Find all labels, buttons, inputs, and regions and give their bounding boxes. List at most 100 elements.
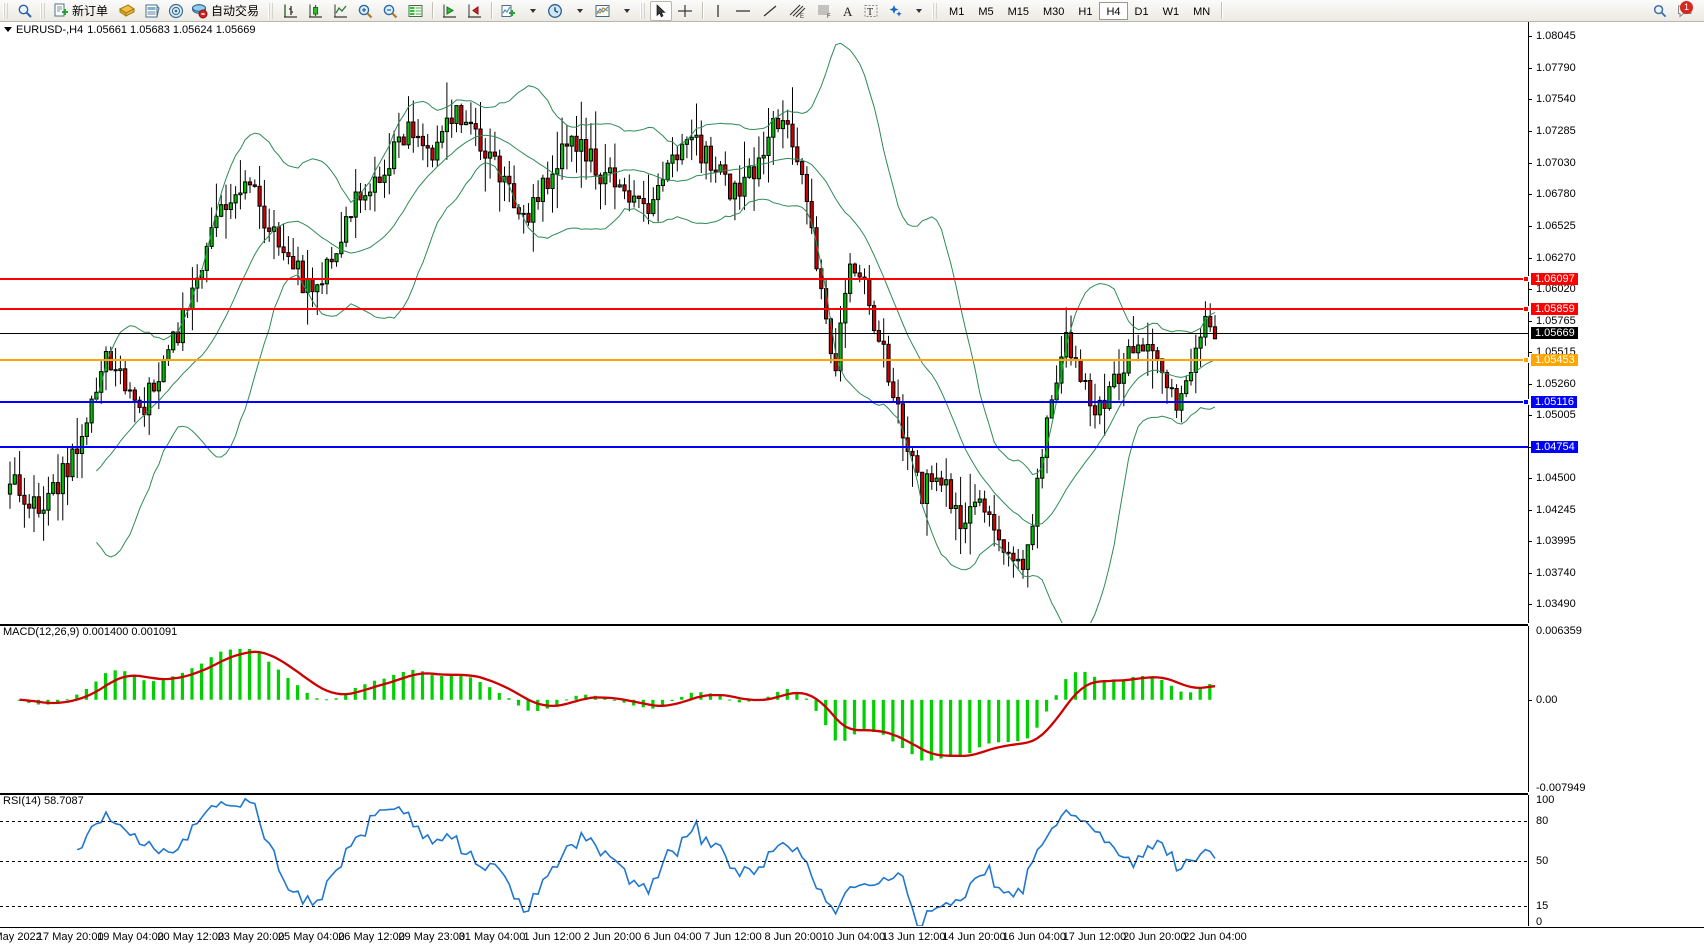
add-indicator-button[interactable] [496,1,521,21]
toolbar-grip-5[interactable] [932,2,940,19]
price-level-tag[interactable]: 1.05116 [1531,395,1577,408]
chart-canvas[interactable]: EURUSD-,H4 1.05661 1.05683 1.05624 1.056… [0,22,1704,947]
auto-scroll-button[interactable] [437,1,462,21]
main-toolbar: 新订单 自动交易 [0,0,1704,22]
equidistant-channel-tool-button[interactable]: E [783,1,811,21]
period-button[interactable] [543,1,568,21]
time-axis-label: 16 May 2022 [0,931,42,943]
price-axis[interactable] [1528,22,1704,925]
pane-separator-macd [0,624,1704,626]
price-level-tag[interactable]: 1.05669 [1531,326,1578,339]
price-tick-label: 1.04245 [1536,504,1576,517]
timeframe-h1[interactable]: H1 [1078,5,1093,18]
fibonacci-icon: F [818,5,831,19]
price-level-line[interactable] [0,358,1528,361]
price-tick-label: 1.07030 [1536,156,1576,169]
price-tick-label: 1.03490 [1536,598,1576,611]
timeframe-w1[interactable]: W1 [1162,5,1180,18]
rsi-chart-svg [76,797,1216,927]
macd-pane[interactable] [0,626,1528,792]
chevron-down-icon-3 [623,8,630,13]
candlestick-chart-button[interactable] [303,1,328,21]
horizontal-line-tool-button[interactable] [729,1,757,21]
time-axis-label: 6 Jun 04:00 [644,931,702,943]
price-level-line[interactable] [0,400,1528,403]
bar-chart-button[interactable] [278,1,303,21]
time-axis-label: 17 Jun 12:00 [1062,931,1127,943]
horizontal-line-icon [736,9,751,12]
price-pane[interactable] [0,22,1528,639]
time-axis-label: 19 May 04:00 [97,931,164,943]
new-order-button[interactable]: 新订单 [50,1,114,21]
price-level-handle[interactable] [1523,398,1529,405]
toolbar-search-button[interactable] [1648,1,1672,21]
news-button[interactable] [140,1,164,21]
chart-shift-button[interactable] [462,1,487,21]
vertical-line-tool-button[interactable] [707,1,729,21]
timeframe-h4[interactable]: H4 [1099,1,1128,20]
price-tick [1528,541,1532,543]
price-tick [1528,478,1532,480]
crosshair-tool-button[interactable] [672,1,698,21]
chart-shift-icon [468,4,482,18]
toolbar-grip-3[interactable] [268,2,276,19]
price-tick [1528,162,1532,164]
price-tick-label: 1.06270 [1536,251,1576,264]
price-level-line[interactable] [0,332,1528,334]
period-dropdown[interactable] [568,1,590,21]
timeframe-m1[interactable]: M1 [949,5,965,18]
price-level-line[interactable] [0,307,1528,310]
cursor-tool-button[interactable] [650,0,673,21]
timeframe-group: M1 M5 M15 M30 H1 H4 D1 W1 MN [942,1,1217,20]
price-level-handle[interactable] [1523,356,1529,363]
zoom-out-icon [383,4,398,18]
signals-button[interactable] [164,1,188,21]
trendline-tool-button[interactable] [757,1,783,21]
radar-icon [168,3,184,18]
price-level-line[interactable] [0,445,1528,448]
price-level-tag[interactable]: 1.04754 [1531,440,1578,453]
toolbar-grip-2[interactable] [40,2,47,19]
time-axis-label: 2 Jun 20:00 [583,931,642,943]
macd-axis-label: -0.007949 [1536,782,1586,794]
timeframe-m15[interactable]: M15 [1007,5,1029,18]
time-axis-label: 8 Jun 20:00 [764,931,823,943]
vertical-line-icon [717,4,719,17]
chart-menu-caret-icon[interactable] [4,27,12,32]
timeframe-d1[interactable]: D1 [1134,5,1149,18]
search-symbol-button[interactable] [13,1,37,21]
timeframe-mn[interactable]: MN [1193,5,1211,18]
price-level-tag[interactable]: 1.05453 [1531,353,1578,366]
account-button[interactable] [114,1,140,21]
price-level-handle[interactable] [1523,305,1529,312]
price-level-tag[interactable]: 1.05859 [1531,302,1578,315]
price-tick-label: 1.03740 [1536,567,1576,580]
text-label-tool-button[interactable]: T [859,1,883,21]
autotrading-button[interactable]: 自动交易 [188,1,265,21]
zoom-in-button[interactable] [353,1,378,21]
templates-dropdown[interactable] [615,1,637,21]
timeframe-m5[interactable]: M5 [978,5,994,18]
price-level-tag[interactable]: 1.06097 [1531,273,1578,286]
indicator-dropdown[interactable] [521,1,543,21]
toolbar-grip[interactable] [3,2,10,19]
line-chart-button[interactable] [328,1,353,21]
time-axis-label: 10 Jun 04:00 [821,931,886,943]
timeframe-m30[interactable]: M30 [1043,5,1065,18]
price-level-handle[interactable] [1523,276,1529,283]
arrows-dropdown[interactable] [907,1,929,21]
notifications-button[interactable]: 1 [1672,0,1698,21]
zoom-out-button[interactable] [378,1,403,21]
search-icon [1653,4,1667,17]
text-tool-button[interactable]: A [837,1,859,21]
data-window-button[interactable] [403,1,428,21]
channel-icon: E [789,4,806,19]
price-level-line[interactable] [0,278,1528,281]
arrows-tool-button[interactable] [883,1,907,21]
time-axis-label: 25 May 04:00 [277,931,345,943]
price-tick [1528,288,1532,290]
fibonacci-tool-button[interactable]: F [811,1,837,21]
templates-button[interactable] [590,1,615,21]
toolbar-grip-4[interactable] [640,2,648,19]
